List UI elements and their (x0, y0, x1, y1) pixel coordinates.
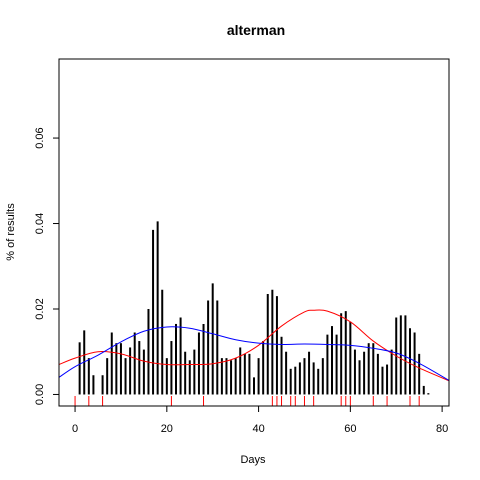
rug-layer (74, 396, 420, 406)
x-tick-label: 40 (252, 423, 264, 435)
x-axis: 0 20 40 60 80 (72, 405, 448, 435)
y-axis-label: % of results (5, 203, 17, 261)
bars-layer (78, 221, 430, 395)
plot-frame (58, 58, 450, 407)
y-tick-label: 0.02 (34, 298, 46, 319)
y-tick-label: 0.00 (34, 384, 46, 405)
x-tick-label: 20 (161, 423, 173, 435)
y-axis: 0.00 0.02 0.04 0.06 (34, 127, 60, 405)
x-axis-label: Days (240, 454, 266, 466)
density-line-2 (58, 326, 450, 381)
y-tick-label: 0.04 (34, 213, 46, 234)
x-tick-label: 60 (344, 423, 356, 435)
density-line-1 (58, 309, 450, 382)
lines-layer (58, 309, 450, 382)
y-tick-label: 0.06 (34, 127, 46, 148)
x-tick-label: 0 (72, 423, 78, 435)
x-tick-label: 80 (436, 423, 448, 435)
chart-title: alterman (227, 22, 285, 38)
